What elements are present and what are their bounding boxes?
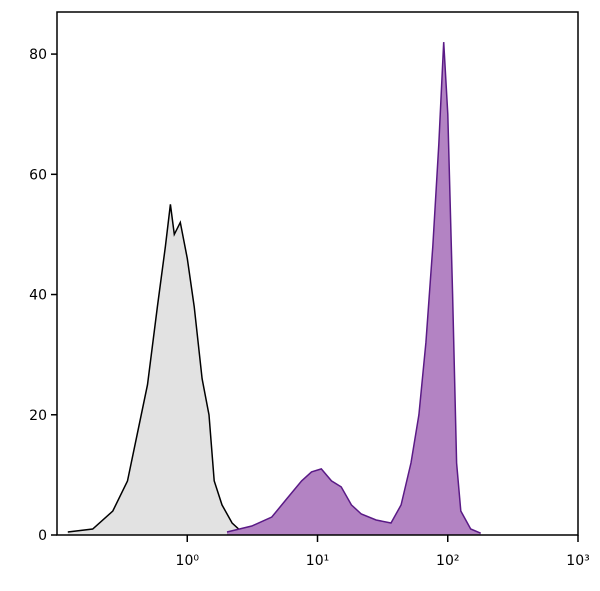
area-outline [226, 42, 481, 534]
area-fill [67, 204, 242, 535]
y-tick-label: 0 [38, 528, 47, 544]
x-tick-label: 10² [436, 553, 459, 569]
y-tick-label: 60 [29, 167, 47, 183]
y-tick-label: 80 [29, 47, 47, 63]
y-tick-label: 40 [29, 288, 47, 304]
x-tick-label: 10³ [566, 553, 589, 569]
area-outline [67, 204, 243, 533]
y-tick-label: 20 [29, 408, 47, 424]
area-fill [227, 42, 481, 535]
x-tick-label: 10¹ [306, 553, 329, 569]
x-tick-label: 10⁰ [176, 553, 200, 569]
